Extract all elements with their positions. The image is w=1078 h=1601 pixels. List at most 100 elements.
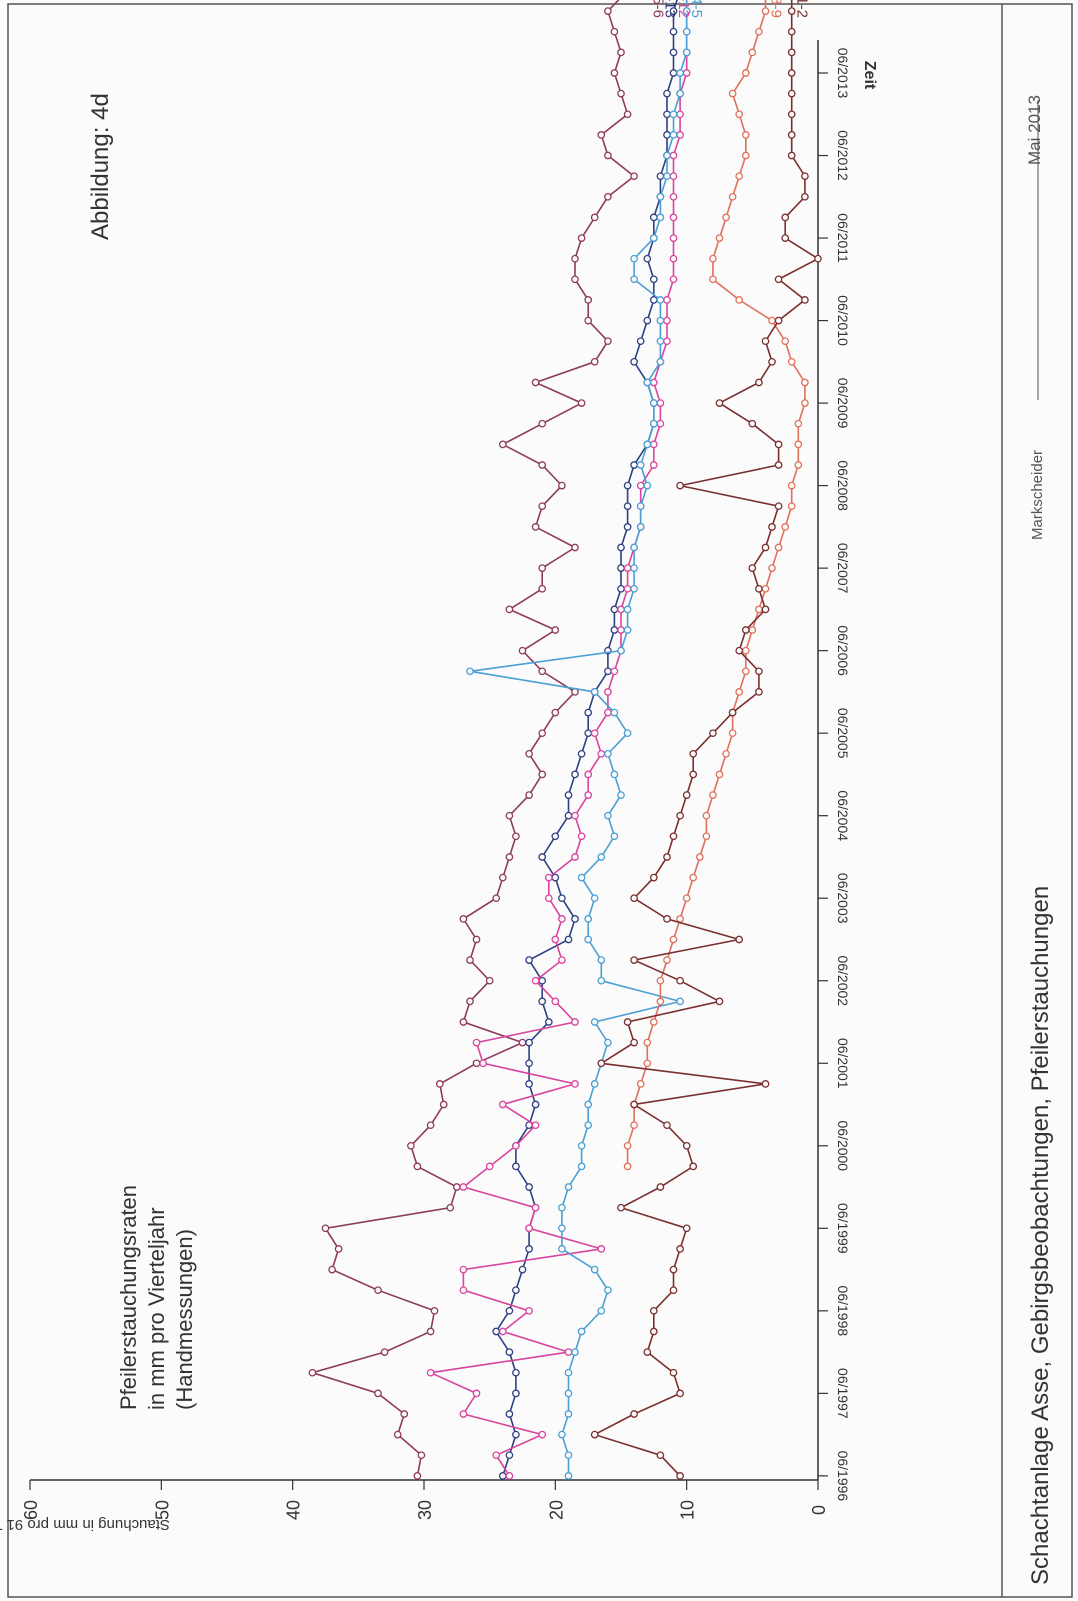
data-point xyxy=(328,1265,336,1274)
data-point xyxy=(761,7,770,15)
data-point xyxy=(512,1141,520,1150)
data-point xyxy=(610,69,619,77)
data-point xyxy=(748,419,757,428)
data-point xyxy=(669,172,678,181)
data-point xyxy=(492,1451,501,1460)
data-point xyxy=(393,1430,402,1439)
y-tick-label: 10 xyxy=(678,1500,698,1520)
data-point xyxy=(755,688,763,696)
data-point xyxy=(479,1059,487,1068)
data-point xyxy=(459,1183,468,1191)
data-point xyxy=(525,1059,533,1068)
data-point xyxy=(558,1203,566,1212)
data-point xyxy=(435,1080,444,1088)
data-point xyxy=(649,440,658,449)
data-point xyxy=(564,1451,573,1460)
data-point xyxy=(564,811,573,820)
data-point xyxy=(649,1018,658,1026)
figure-label: Abbildung: 4d xyxy=(87,93,114,240)
data-point xyxy=(669,131,678,139)
series-700/8-9 xyxy=(623,0,809,1171)
data-point xyxy=(643,1348,652,1356)
data-point xyxy=(617,543,625,552)
chart-caption-line-3: (Handmessungen) xyxy=(172,1229,197,1410)
y-tick-label: 40 xyxy=(284,1500,304,1520)
x-tick-label: 06/2001 xyxy=(835,1038,851,1089)
data-point xyxy=(584,915,593,923)
data-point xyxy=(505,1472,514,1480)
data-point xyxy=(518,646,527,655)
data-point xyxy=(741,69,750,77)
data-point xyxy=(735,110,744,119)
data-point xyxy=(597,853,606,861)
data-point xyxy=(735,646,744,655)
data-point xyxy=(663,915,671,923)
data-point xyxy=(597,1306,606,1315)
data-point xyxy=(761,605,770,614)
data-point xyxy=(636,481,645,490)
data-point xyxy=(604,688,612,696)
data-point xyxy=(656,997,665,1006)
data-point xyxy=(722,749,730,758)
data-point xyxy=(676,110,684,119)
data-point xyxy=(656,213,665,222)
data-point xyxy=(682,48,691,57)
data-point xyxy=(564,1368,573,1377)
data-point xyxy=(492,1327,501,1336)
data-point xyxy=(735,935,744,944)
data-point xyxy=(656,1183,665,1191)
data-point xyxy=(571,275,579,284)
data-point xyxy=(571,853,579,861)
data-point xyxy=(492,894,501,903)
data-point xyxy=(584,770,593,779)
data-point xyxy=(321,1224,330,1233)
data-point xyxy=(505,1348,514,1356)
data-point xyxy=(577,1141,586,1150)
data-point xyxy=(630,956,638,964)
data-point xyxy=(630,894,638,903)
data-point xyxy=(571,811,579,820)
data-point xyxy=(676,811,684,820)
data-point xyxy=(649,1306,658,1315)
data-point xyxy=(538,502,547,511)
data-point xyxy=(531,1203,540,1212)
data-point xyxy=(577,873,586,882)
x-tick-label: 06/2012 xyxy=(835,130,851,181)
data-point xyxy=(564,791,573,799)
data-point xyxy=(512,1430,520,1439)
data-point xyxy=(623,605,632,614)
x-tick-label: 06/2002 xyxy=(835,955,851,1006)
y-tick-group: 0 10 20 30 40 50 60 xyxy=(21,1480,829,1520)
data-point xyxy=(538,976,547,985)
data-point xyxy=(669,275,678,284)
data-point xyxy=(669,1368,678,1377)
data-point xyxy=(801,296,809,304)
data-point xyxy=(669,69,678,77)
data-point xyxy=(676,915,684,923)
data-point xyxy=(558,481,566,490)
data-point xyxy=(656,399,665,407)
data-point xyxy=(649,296,658,304)
x-tick-label: 06/2011 xyxy=(835,213,851,263)
data-point xyxy=(617,626,625,634)
data-point xyxy=(715,234,724,242)
data-point xyxy=(571,1348,579,1356)
data-point xyxy=(741,646,750,655)
data-point xyxy=(466,956,474,964)
series-label: 700/4-5 xyxy=(688,0,705,18)
data-point xyxy=(498,873,507,882)
data-point xyxy=(610,832,619,841)
data-point xyxy=(748,626,757,634)
data-point xyxy=(617,791,625,799)
x-tick-label: 06/1997 xyxy=(835,1368,851,1419)
data-point xyxy=(525,1038,533,1047)
data-point xyxy=(643,1059,652,1068)
data-point xyxy=(538,584,547,593)
data-point xyxy=(558,956,566,964)
data-point xyxy=(590,894,599,903)
x-tick-group: 06/1996 06/1997 06/1998 06/1999 06/2000 06/20… xyxy=(818,48,851,1501)
data-point xyxy=(669,935,678,944)
series-label: 679/5-6 xyxy=(649,0,666,18)
data-point xyxy=(630,564,638,572)
data-point xyxy=(551,832,560,841)
